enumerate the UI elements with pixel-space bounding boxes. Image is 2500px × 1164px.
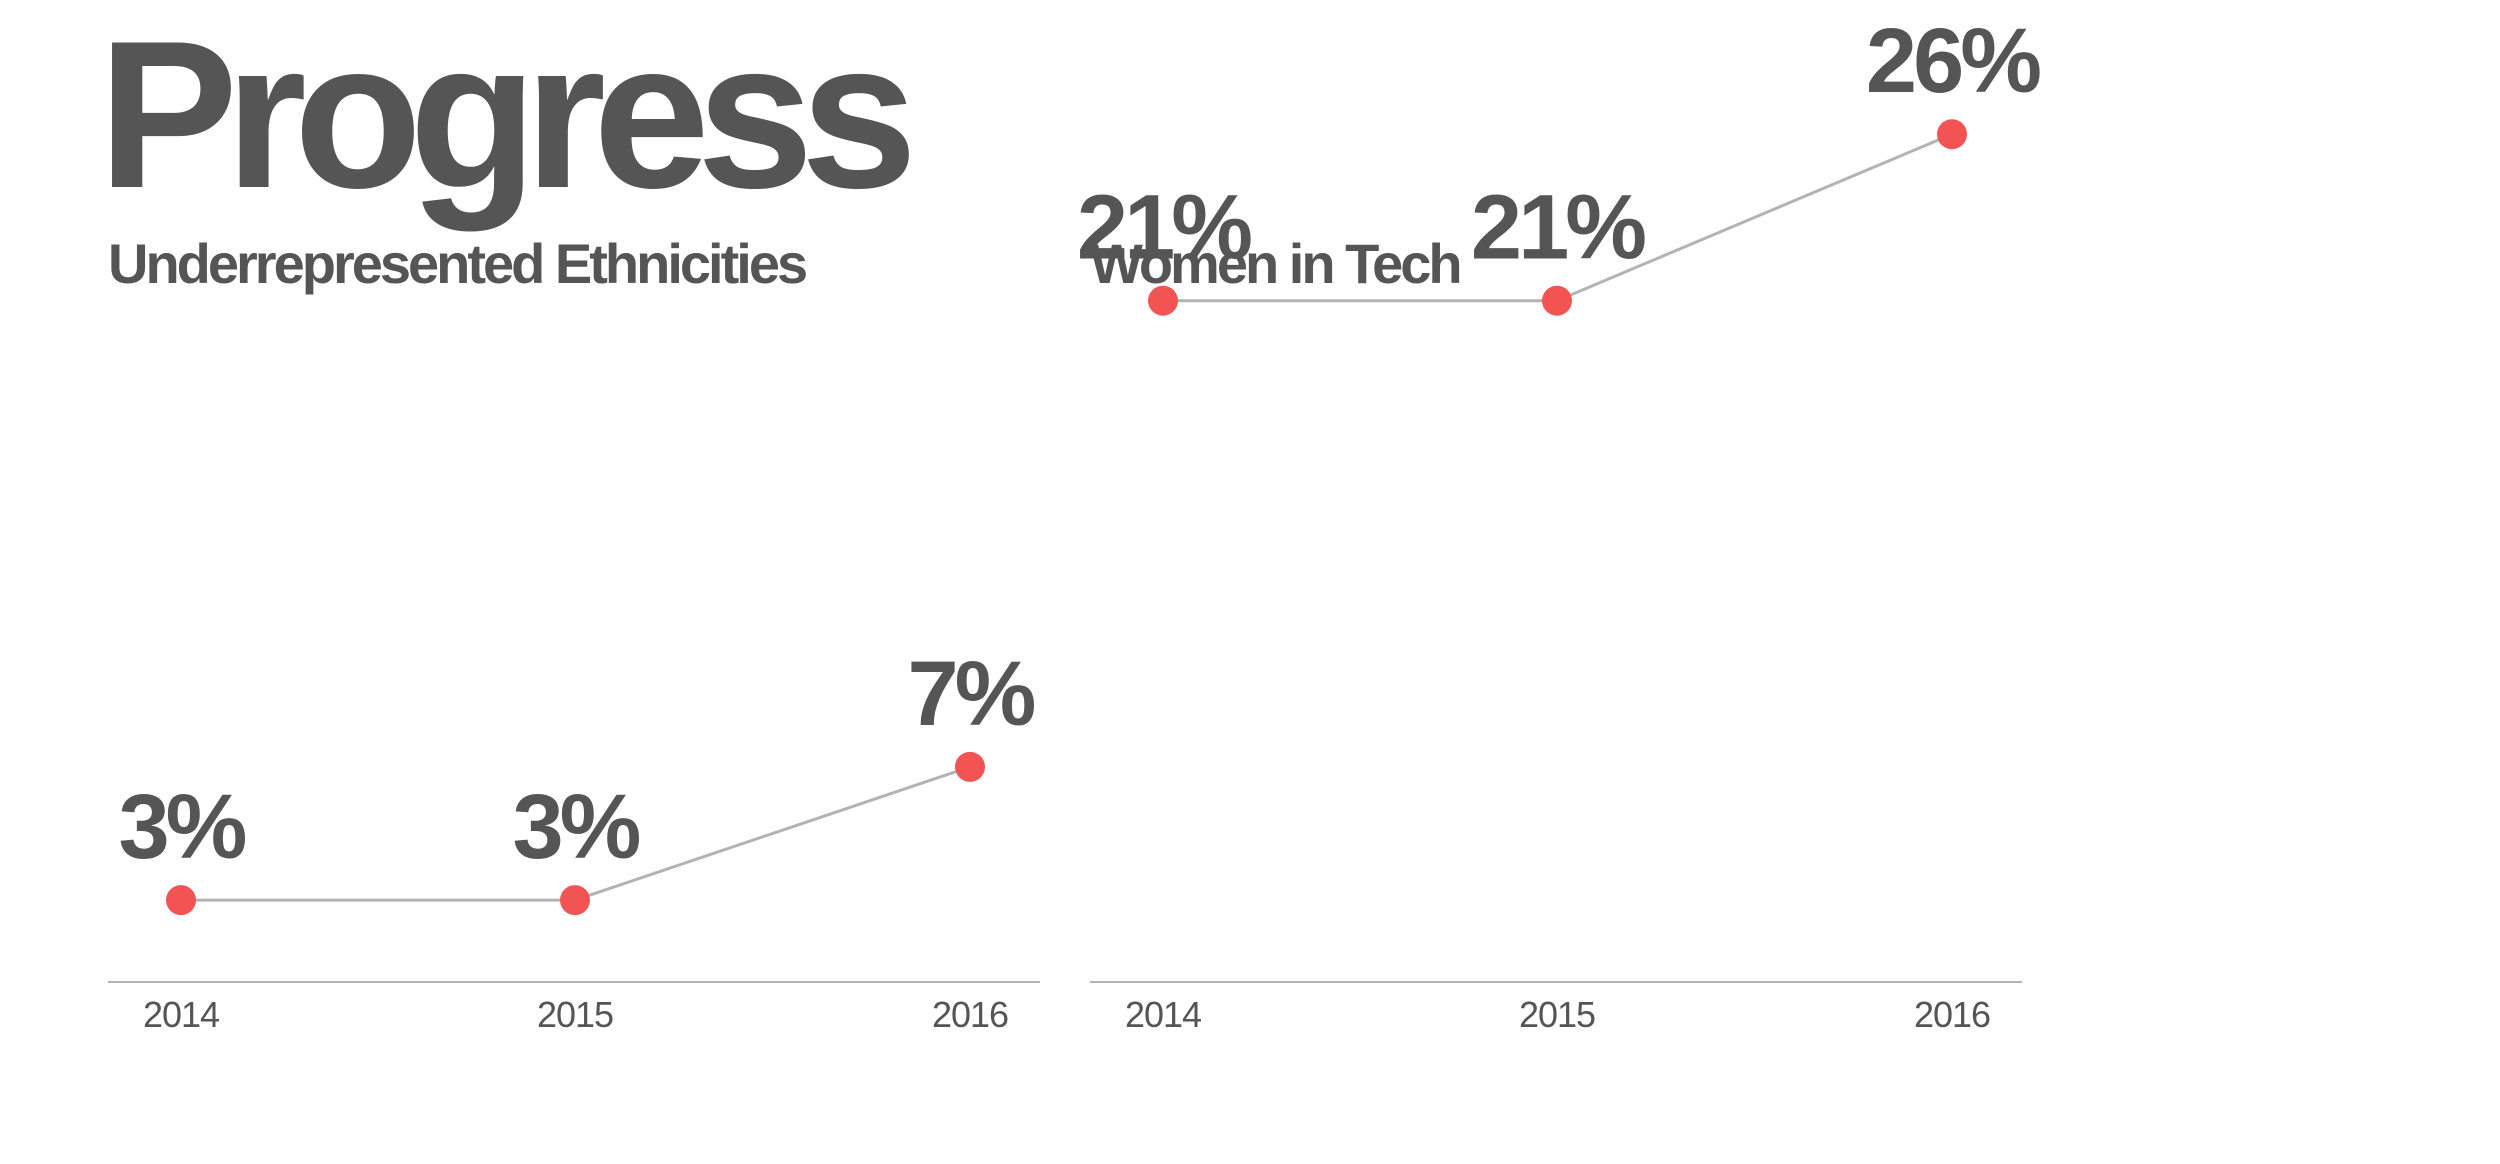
data-point [955,751,985,782]
x-tick-label: 2015 [1519,994,1595,1035]
data-point [166,885,196,916]
chart-title: Underrepresented Ethnicities [108,232,806,295]
x-tick-label: 2016 [932,994,1008,1035]
data-label: 21% [1471,177,1645,279]
data-label: 3% [119,776,246,878]
page-title: Progress [98,0,917,232]
chart-panel-1: Underrepresented Ethnicities 3% 2014 3% 2015… [108,232,1040,1035]
x-tick-label: 2014 [1125,994,1201,1035]
data-point [1542,285,1572,316]
data-label: 26% [1866,10,2040,112]
x-tick-label: 2016 [1914,994,1990,1035]
data-label: 7% [908,643,1035,745]
data-label: 21% [1077,177,1251,279]
chart-title: Women in Tech [1090,232,1460,295]
data-point [1148,285,1178,316]
x-tick-label: 2014 [143,994,219,1035]
data-point [1937,119,1967,150]
data-point [560,885,590,916]
x-tick-label: 2015 [537,994,613,1035]
data-label: 3% [513,776,640,878]
